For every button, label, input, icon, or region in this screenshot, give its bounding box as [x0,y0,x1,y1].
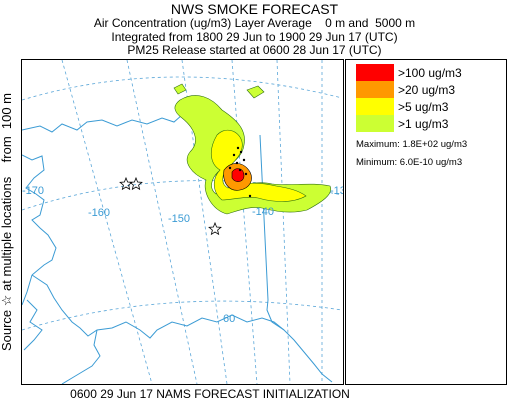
legend-label: >1 ug/m3 [398,117,449,131]
legend-swatch [356,115,394,132]
legend-item: >5 ug/m3 [356,98,496,115]
legend-item: >100 ug/m3 [356,64,496,81]
alaska-coastline [22,109,333,384]
subtitle-concentration: Air Concentration (ug/m3) Layer Average … [93,16,416,30]
legend-label: >20 ug/m3 [398,83,456,97]
legend-swatch [356,64,394,81]
source-location-label: Source ☆ at multiple locations from 100 … [0,92,14,352]
source-markers [119,176,222,236]
legend-panel: >100 ug/m3 >20 ug/m3 >5 ug/m3 >1 ug/m3 M… [345,59,507,385]
fire-points [228,146,252,198]
legend-swatch [356,98,394,115]
legend-item: >20 ug/m3 [356,81,496,98]
legend-label: >100 ug/m3 [398,66,462,80]
lon-label: -170 [22,185,44,197]
map-title: NWS SMOKE FORECAST [170,1,339,17]
forecast-initialization: 0600 29 Jun 17 NAMS FORECAST INITIALIZAT… [70,387,350,401]
star-icon [119,176,133,191]
legend-item: >1 ug/m3 [356,115,496,132]
map-canvas: -170 -160 -150 -140 -130 60 [22,60,343,384]
subtitle-integration: Integrated from 1800 29 Jun to 1900 29 J… [111,30,398,44]
lat-label: 60 [223,313,235,325]
subtitle-release: PM25 Release started at 0600 28 Jun 17 (… [127,43,382,57]
graticule-labels: -170 -160 -150 -140 -130 60 [22,185,343,325]
star-icon [208,221,222,236]
lon-label: -130 [330,185,343,197]
lon-label: -140 [252,206,274,218]
canada-border [259,134,285,331]
plume-level-100 [231,168,245,182]
min-concentration: Minimum: 6.0E-10 ug/m3 [356,157,463,168]
plume-level-5 [211,129,307,202]
smoke-map: -170 -160 -150 -140 -130 60 [21,59,344,385]
lon-label: -160 [88,207,110,219]
plume-level-1 [173,83,332,215]
lon-label: -150 [168,213,190,225]
legend-label: >5 ug/m3 [398,100,449,114]
max-concentration: Maximum: 1.8E+02 ug/m3 [356,139,468,150]
legend-swatch [356,81,394,98]
star-icon [129,176,143,191]
